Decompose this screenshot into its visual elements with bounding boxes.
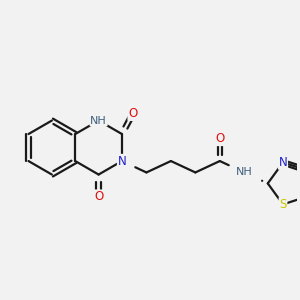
Text: NH: NH [236, 167, 253, 177]
Text: N: N [118, 154, 126, 167]
Text: N: N [279, 156, 287, 169]
Text: S: S [279, 198, 287, 211]
Text: O: O [94, 190, 103, 203]
Text: O: O [215, 132, 224, 146]
Text: O: O [128, 107, 137, 120]
Text: NH: NH [90, 116, 107, 126]
